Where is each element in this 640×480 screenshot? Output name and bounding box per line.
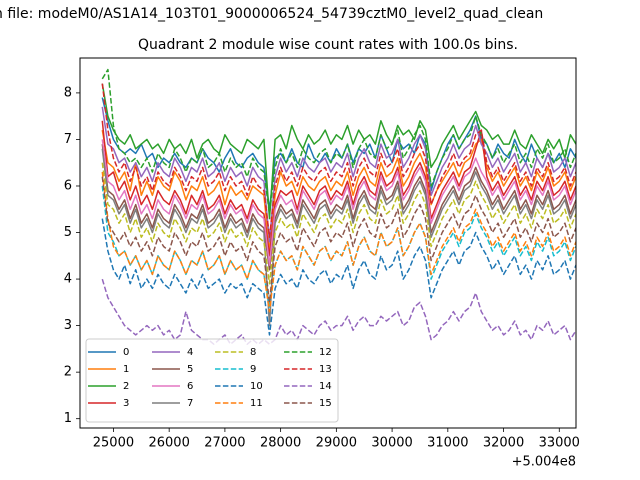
series-layer bbox=[101, 68, 576, 345]
legend-label-15: 15 bbox=[319, 398, 332, 409]
x-tick-label: 33000 bbox=[539, 436, 580, 451]
x-tick-label: 30000 bbox=[371, 436, 412, 451]
legend-label-0: 0 bbox=[123, 347, 129, 358]
legend-label-4: 4 bbox=[187, 347, 193, 358]
x-axis: 25000 26000 27000 28000 29000 30000 31000 32000… bbox=[93, 428, 580, 451]
legend-box bbox=[85, 338, 339, 423]
y-tick-label: 3 bbox=[64, 318, 72, 333]
series-line-7 bbox=[101, 148, 576, 327]
legend-label-10: 10 bbox=[250, 381, 263, 392]
legend-label-11: 11 bbox=[250, 398, 263, 409]
series-line-15 bbox=[101, 176, 576, 304]
legend-label-2: 2 bbox=[123, 381, 129, 392]
legend-label-8: 8 bbox=[250, 347, 256, 358]
chart-title: Quadrant 2 module wise count rates with … bbox=[138, 37, 518, 53]
x-tick-label: 31000 bbox=[427, 436, 468, 451]
series-line-1 bbox=[101, 129, 576, 252]
series-line-2 bbox=[101, 83, 576, 220]
y-tick-label: 5 bbox=[64, 225, 72, 240]
y-tick-label: 2 bbox=[64, 365, 72, 380]
legend-label-12: 12 bbox=[319, 347, 332, 358]
series-line-10 bbox=[101, 218, 576, 336]
legend-label-6: 6 bbox=[187, 381, 193, 392]
x-tick-label: 32000 bbox=[483, 436, 524, 451]
legend-label-3: 3 bbox=[123, 398, 129, 409]
series-line-5 bbox=[101, 144, 576, 271]
series-line-3 bbox=[101, 120, 576, 257]
legend-label-1: 1 bbox=[123, 364, 129, 375]
plot-frame bbox=[79, 57, 577, 429]
x-axis-offset-label: +5.004e8 bbox=[512, 455, 576, 470]
series-line-11 bbox=[101, 171, 576, 313]
legend-label-5: 5 bbox=[187, 364, 193, 375]
y-tick-label: 8 bbox=[64, 85, 72, 100]
legend-label-9: 9 bbox=[250, 364, 256, 375]
series-line-4 bbox=[101, 106, 576, 243]
y-axis: 1 2 3 4 5 6 7 8 bbox=[64, 85, 80, 426]
series-line-8 bbox=[101, 162, 576, 285]
x-tick-label: 29000 bbox=[316, 436, 357, 451]
x-tick-label: 28000 bbox=[260, 436, 301, 451]
x-tick-label: 25000 bbox=[93, 436, 134, 451]
y-tick-label: 1 bbox=[64, 411, 72, 426]
chart-suptitle: n file: modeM0/AS1A14_103T01_9000006524_… bbox=[0, 6, 543, 22]
x-tick-label: 27000 bbox=[204, 436, 245, 451]
series-line-0 bbox=[101, 97, 576, 211]
y-tick-label: 6 bbox=[64, 178, 72, 193]
legend-label-14: 14 bbox=[319, 381, 332, 392]
legend-label-13: 13 bbox=[319, 364, 332, 375]
legend-label-7: 7 bbox=[187, 398, 193, 409]
y-tick-label: 7 bbox=[64, 132, 72, 147]
x-tick-label: 26000 bbox=[148, 436, 189, 451]
series-line-6 bbox=[101, 139, 576, 266]
series-line-12 bbox=[101, 68, 576, 215]
y-tick-label: 4 bbox=[64, 272, 72, 287]
